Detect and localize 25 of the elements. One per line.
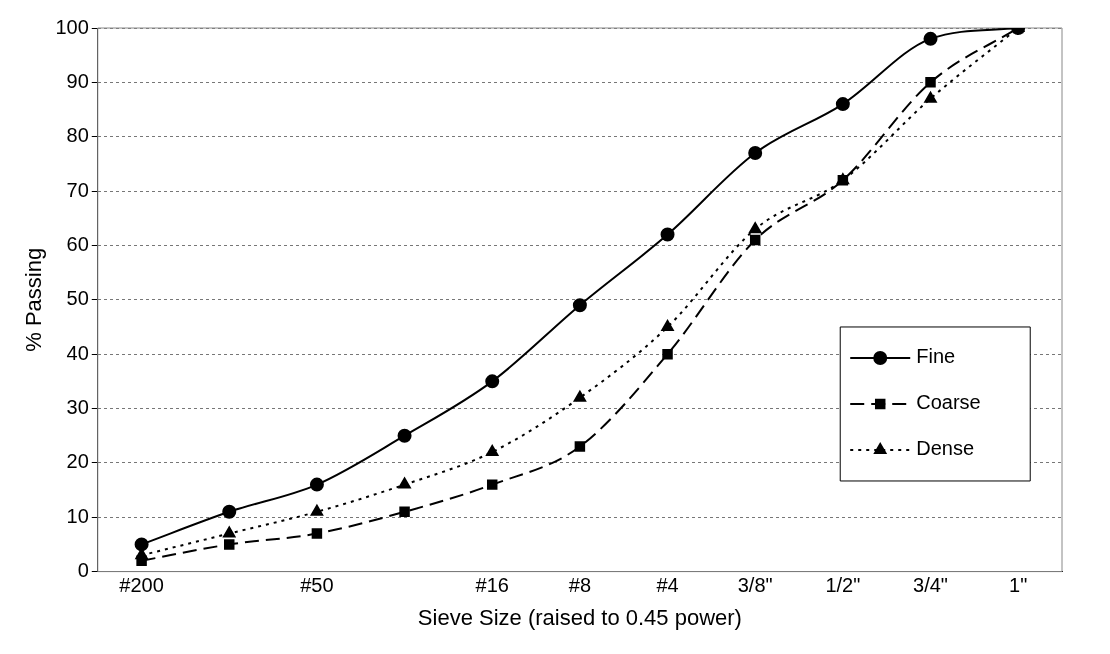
y-tick-label: 70 (66, 178, 89, 201)
y-tick-label: 60 (66, 232, 89, 255)
x-tick-label: #200 (119, 574, 164, 597)
y-tick-label: 100 (55, 15, 89, 38)
y-tick-label: 10 (66, 504, 89, 527)
x-tick-label: #8 (568, 574, 592, 597)
x-tick-label: #50 (300, 574, 334, 597)
legend-label: Coarse (916, 391, 981, 414)
y-axis-title: % Passing (21, 247, 47, 352)
y-tick-label: 40 (66, 341, 89, 364)
y-tick-label: 80 (66, 124, 89, 147)
x-tick-label: #16 (475, 574, 509, 597)
x-tick-label: 1/2" (825, 574, 861, 597)
x-axis-title: Sieve Size (raised to 0.45 power) (417, 604, 742, 630)
y-tick-label: 30 (66, 396, 89, 419)
y-tick-label: 90 (66, 69, 89, 92)
x-tick-label: #4 (656, 574, 679, 597)
x-tick-label: 3/4" (913, 574, 948, 597)
y-tick-label: 50 (66, 287, 89, 310)
x-tick-label: 1" (1009, 574, 1028, 597)
legend-label: Fine (916, 345, 956, 368)
y-tick-label: 0 (77, 559, 89, 582)
x-tick-label: 3/8" (737, 574, 773, 597)
y-tick-label: 20 (66, 450, 89, 473)
legend-label: Dense (916, 437, 975, 460)
